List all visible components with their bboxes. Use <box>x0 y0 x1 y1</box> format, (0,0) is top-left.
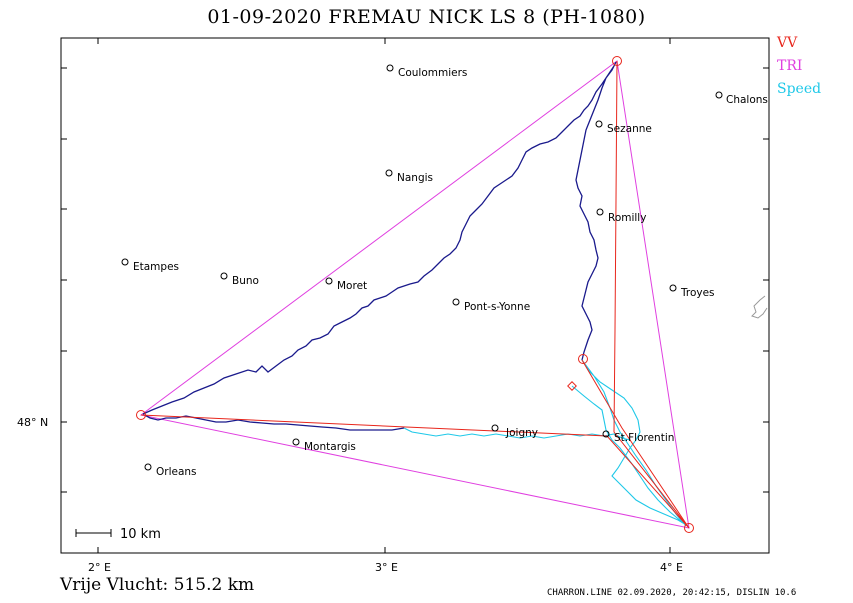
place-label-pont-s-yonne: Pont-s-Yonne <box>464 301 530 313</box>
task-triangle <box>139 60 690 529</box>
page-title: 01-09-2020 FREMAU NICK LS 8 (PH-1080) <box>207 6 646 28</box>
place-label-romilly: Romilly <box>608 212 646 224</box>
scale-bar <box>75 529 112 537</box>
legend-tri: TRI <box>777 58 803 74</box>
place-label-coulommiers: Coulommiers <box>398 67 467 79</box>
place-label-montargis: Montargis <box>304 441 356 453</box>
place-label-st-florentin: St.Florentin <box>614 432 674 444</box>
x-tick-label-2e: 2° E <box>88 561 111 574</box>
place-label-etampes: Etampes <box>133 261 179 273</box>
free-flight-score: Vrije Vlucht: 515.2 km <box>60 575 255 595</box>
legend-vv: VV <box>777 35 798 51</box>
vv-track <box>136 56 694 533</box>
speed-track <box>403 359 689 527</box>
place-label-orleans: Orleans <box>156 466 197 478</box>
place-label-sezanne: Sezanne <box>607 123 652 135</box>
place-label-moret: Moret <box>337 280 367 292</box>
place-label-chalons: Chalons <box>726 94 768 106</box>
y-ticks <box>61 67 769 493</box>
place-label-nangis: Nangis <box>397 172 433 184</box>
place-label-joigny: Joigny <box>505 427 538 439</box>
footer-info: CHARRON.LINE 02.09.2020, 20:42:15, DISLI… <box>547 588 797 598</box>
place-label-troyes: Troyes <box>680 287 715 299</box>
place-markers <box>121 64 723 471</box>
map-frame <box>60 37 770 554</box>
legend-speed: Speed <box>777 81 822 97</box>
region-outline <box>751 295 768 319</box>
place-label-buno: Buno <box>232 275 259 287</box>
flight-track <box>142 61 617 431</box>
x-ticks <box>97 38 671 553</box>
x-tick-label-3e: 3° E <box>375 561 398 574</box>
scale-bar-label: 10 km <box>120 527 161 542</box>
x-tick-label-4e: 4° E <box>660 561 683 574</box>
y-tick-label-48n: 48° N <box>17 416 48 429</box>
